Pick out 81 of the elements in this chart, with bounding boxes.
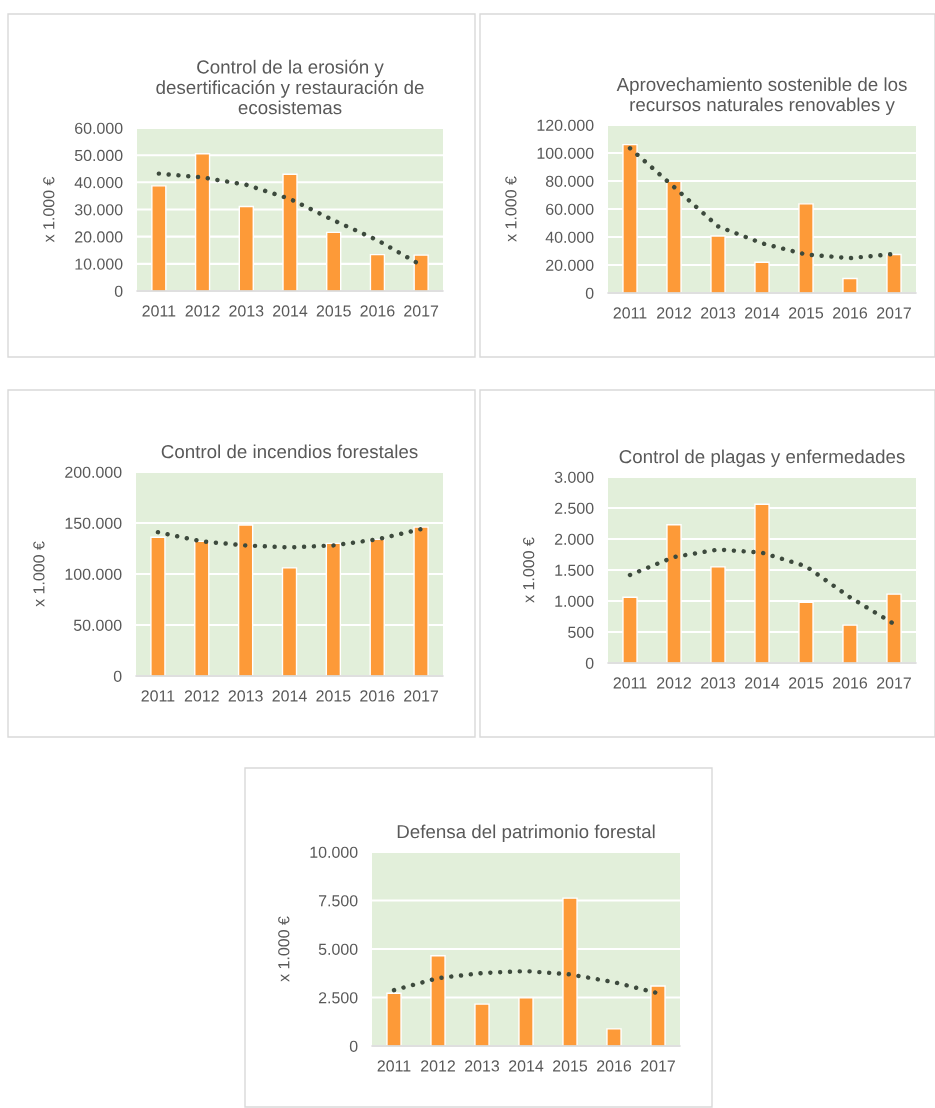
y-tick-label: 100.000 [65,568,122,580]
x-tick-label: 2011 [142,305,176,317]
y-tick-label: 50.000 [74,149,123,162]
y-tick-label: 10.000 [310,846,358,858]
y-tick-label: 2.000 [554,533,594,545]
y-axis-title: x 1.000 € [505,176,517,242]
x-tick-label: 2017 [877,307,911,319]
x-tick-label: 2016 [360,305,395,317]
y-tick-label: 50.000 [73,619,122,631]
y-tick-label: 20.000 [75,231,123,243]
x-tick-label: 2011 [613,307,647,319]
x-tick-label: 2017 [877,677,911,689]
x-tick-label: 2013 [229,305,264,317]
chart-title: Control de incendios forestales [161,444,418,459]
x-tick-label: 2014 [273,305,308,317]
x-tick-label: 2015 [789,677,824,689]
y-tick-label: 60.000 [546,203,594,215]
y-tick-label: 2.500 [554,502,594,514]
y-tick-label: 200.000 [65,466,122,478]
x-tick-label: 2015 [789,307,824,319]
y-tick-label: 2.500 [318,992,358,1004]
chart-title: Control de plagas y enfermedades [619,449,905,467]
x-tick-label: 2012 [185,305,220,317]
bar [474,1003,490,1046]
y-tick-label: 60.000 [75,122,123,134]
y-tick-label: 5.000 [318,943,358,955]
chart-title: Control de la erosión y desertificación y restauración de ecosistemas [156,59,424,115]
y-tick-label: 3.000 [554,471,594,483]
x-tick-label: 2015 [316,305,351,317]
y-tick-label: 0 [349,1040,358,1052]
x-tick-label: 2015 [316,690,351,702]
x-tick-label: 2011 [377,1060,411,1072]
x-tick-label: 2012 [657,307,691,319]
y-tick-label: 40.000 [545,231,594,243]
x-tick-label: 2017 [641,1060,675,1072]
y-axis-title: x 1.000 € [278,916,290,982]
y-tick-label: 20.000 [546,259,594,271]
bar [606,1028,622,1046]
x-tick-label: 2014 [272,690,307,702]
x-tick-label: 2014 [745,307,780,319]
x-tick-label: 2014 [509,1060,544,1072]
x-tick-label: 2016 [833,677,868,689]
x-tick-label: 2011 [613,677,647,689]
line-series [155,526,424,550]
y-tick-label: 1.000 [555,595,594,607]
y-tick-label: 100.000 [537,147,594,159]
y-axis-title: x 1.000 € [33,541,45,607]
y-axis-title: x 1.000 € [43,176,55,243]
y-tick-label: 80.000 [545,175,594,187]
x-tick-label: 2012 [184,690,219,702]
x-tick-label: 2013 [228,690,263,702]
x-tick-label: 2014 [745,677,780,689]
bar [842,277,858,293]
x-tick-label: 2016 [360,690,395,702]
y-tick-label: 0 [585,657,594,669]
x-tick-label: 2016 [833,307,868,319]
chart-title: Aprovechamiento sostenible de los recursos naturales renovables y [616,77,907,115]
line-series [627,547,897,627]
x-tick-label: 2015 [553,1060,588,1072]
y-tick-label: 40.000 [74,176,123,189]
x-tick-label: 2017 [404,305,439,317]
y-tick-label: 500 [568,626,594,638]
x-tick-label: 2016 [597,1060,632,1072]
y-tick-label: 150.000 [65,517,122,529]
y-tick-label: 0 [585,287,594,299]
y-tick-label: 0 [113,670,122,682]
y-tick-label: 10.000 [75,258,123,270]
x-tick-label: 2011 [141,690,175,702]
chart-title: Defensa del patrimonio forestal [397,824,655,842]
y-tick-label: 120.000 [537,119,594,131]
x-tick-label: 2012 [657,677,691,689]
x-tick-label: 2017 [404,690,439,702]
y-axis-title: x 1.000 € [523,537,535,603]
x-tick-label: 2013 [701,307,736,319]
x-tick-label: 2013 [701,677,736,689]
y-tick-label: 1.500 [555,564,594,576]
y-tick-label: 30.000 [74,204,123,216]
y-tick-label: 0 [114,285,123,297]
x-tick-label: 2013 [465,1060,500,1072]
x-tick-label: 2012 [421,1060,455,1072]
y-tick-label: 7.500 [318,895,358,907]
